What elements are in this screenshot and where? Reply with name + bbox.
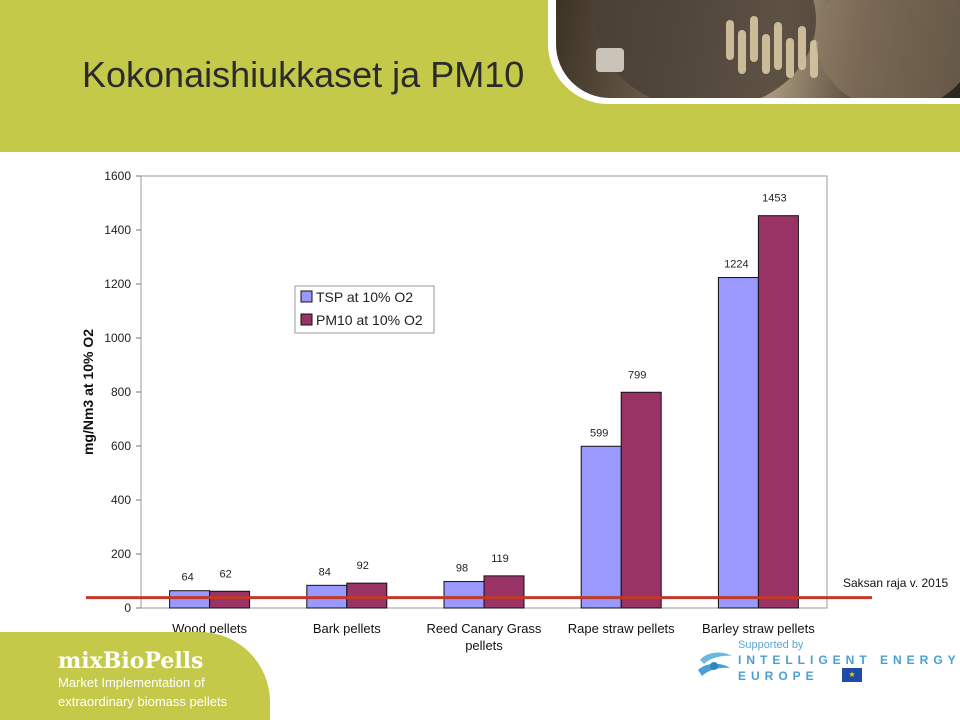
brand-tagline-line1: Market Implementation of (58, 675, 205, 690)
header-photo-frame (548, 0, 960, 104)
x-category-label: pellets (465, 638, 503, 653)
data-label: 98 (456, 563, 468, 575)
bar-tsp (580, 445, 622, 609)
legend-swatch-pm10 (300, 313, 313, 326)
legend-swatch-tsp (300, 290, 313, 303)
pellet-press-photo (556, 0, 960, 98)
chart-area: 0 200 400 600 800 1000 1200 1400 1600 mg/Nm3 at 1… (80, 169, 949, 653)
page-title: Kokonaishiukkaset ja PM10 (82, 54, 525, 95)
data-label: 1453 (762, 193, 786, 205)
y-tick-label: 1600 (104, 169, 131, 183)
bar-pm10 (620, 391, 662, 609)
data-label: 599 (590, 427, 608, 439)
data-label: 92 (357, 560, 369, 572)
bar-pm10 (757, 215, 799, 609)
eu-flag-icon: ★ (842, 668, 862, 682)
iee-swirl-icon (698, 652, 732, 676)
x-category-label: Reed Canary Grass (427, 621, 542, 636)
bar-pm10 (483, 575, 525, 609)
bar-tsp (717, 277, 759, 609)
limit-line-label: Saksan raja v. 2015 (843, 576, 949, 590)
footer-band (0, 632, 270, 720)
bar-tsp (169, 590, 211, 609)
y-tick-label: 600 (111, 439, 131, 453)
y-axis-title: mg/Nm3 at 10% O2 (80, 329, 96, 455)
y-tick-label: 400 (111, 493, 131, 507)
brand-name: mixBioPells (58, 648, 204, 674)
y-tick-label: 800 (111, 385, 131, 399)
data-label: 62 (219, 568, 231, 580)
plot-area (140, 175, 828, 609)
bar-tsp (443, 581, 485, 609)
legend-label: TSP at 10% O2 (316, 289, 413, 305)
program-name-line1: INTELLIGENT ENERGY (738, 653, 960, 667)
x-category-label: Barley straw pellets (702, 621, 815, 636)
y-tick-label: 0 (124, 601, 131, 615)
data-label: 119 (491, 553, 509, 565)
x-category-label: Bark pellets (313, 621, 381, 636)
data-label: 1224 (724, 259, 748, 271)
y-tick-label: 200 (111, 547, 131, 561)
supported-by-label: Supported by (738, 639, 804, 651)
bar-pm10 (209, 590, 251, 609)
legend-box (294, 285, 435, 334)
data-label: 84 (319, 566, 331, 578)
x-category-label: Rape straw pellets (568, 621, 675, 636)
pellet-press-illustration (596, 0, 960, 98)
y-tick-label: 1000 (104, 331, 131, 345)
bar-pm10 (346, 582, 388, 609)
y-tick-label: 1200 (104, 277, 131, 291)
legend-label: PM10 at 10% O2 (316, 312, 423, 328)
y-tick-label: 1400 (104, 223, 131, 237)
data-label: 64 (181, 572, 193, 584)
program-name-line2: EUROPE (738, 669, 819, 683)
brand-tagline-line2: extraordinary biomass pellets (58, 694, 228, 709)
data-label: 799 (628, 369, 646, 381)
